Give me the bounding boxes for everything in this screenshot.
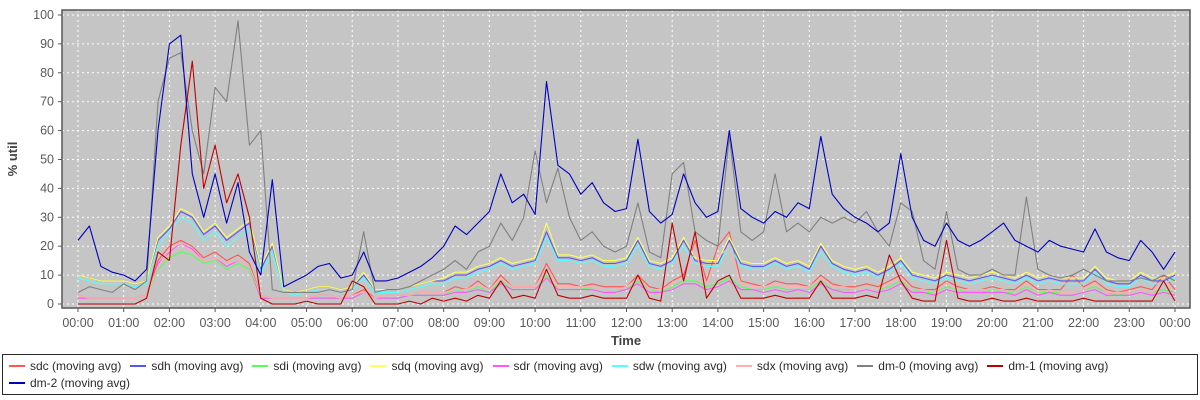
y-axis-title: % util [5,142,20,177]
x-axis-title: Time [611,333,641,348]
legend-label-dm-0: dm-0 (moving avg) [878,358,979,373]
series-line-dm-0 [77,20,1176,293]
legend-item-sdq: sdq (moving avg) [370,358,484,373]
x-tick-label: 22:00 [1068,316,1099,330]
series-line-sdh [77,210,1176,293]
legend-item-dm-0: dm-0 (moving avg) [857,359,978,373]
x-tick-label: 16:00 [794,316,825,330]
legend-item-dm-1: dm-1 (moving avg) [987,359,1108,373]
x-tick-label: 00:00 [1159,316,1190,330]
y-tick-label: 100 [33,8,54,22]
x-tick-label: 10:00 [519,316,550,330]
legend-label-sdi: sdi (moving avg) [273,358,362,373]
legend-label-sdw: sdw (moving avg) [632,358,727,373]
legend-item-dm-2: dm-2 (moving avg) [9,376,130,390]
legend-label-dm-1: dm-1 (moving avg) [1008,358,1109,373]
legend-item-sdi: sdi (moving avg) [252,359,361,373]
series-line-dm-2 [77,34,1176,288]
x-tick-label: 00:00 [62,316,93,330]
x-tick-label: 01:00 [108,316,139,330]
legend-item-sdx: sdx (moving avg) [735,358,849,373]
y-tick-label: 20 [40,239,54,253]
x-tick-label: 13:00 [657,316,688,330]
legend-swatch-sdx [735,364,752,367]
legend-swatch-sdw [611,364,628,367]
x-tick-label: 09:00 [474,316,505,330]
x-tick-label: 15:00 [748,316,779,330]
y-tick-label: 60 [40,124,54,138]
legend-swatch-sdh [130,364,147,367]
y-tick-label: 30 [40,210,54,224]
legend-swatch-sdi [252,364,269,367]
x-tick-label: 12:00 [611,316,642,330]
x-tick-label: 19:00 [931,316,962,330]
utilization-time-series-chart: 0 10 20 30 40 50 60 70 80 90 100 00:00 01:00 02:00 03:… [5,8,1191,348]
x-tick-label: 20:00 [977,316,1008,330]
x-tick-label: 23:00 [1114,316,1145,330]
legend-label-sdr: sdr (moving avg) [513,358,603,373]
legend-swatch-dm-0 [857,364,874,367]
legend-item-sdw: sdw (moving avg) [611,358,727,373]
legend-label-sdx: sdx (moving avg) [756,358,849,373]
series-line-dm-1 [78,60,1176,305]
x-tick-label: 07:00 [382,316,413,330]
x-tick-label: 17:00 [839,316,870,330]
x-tick-label: 05:00 [291,316,322,330]
legend-label-sdh: sdh (moving avg) [151,358,244,373]
y-tick-label: 10 [40,268,54,282]
legend-swatch-sdc [9,364,25,367]
legend-swatch-dm-1 [987,364,1004,367]
x-tick-label: 06:00 [337,316,368,330]
x-tick-label: 14:00 [702,316,733,330]
x-tick-label: 21:00 [1022,316,1053,330]
y-tick-label: 90 [40,37,54,51]
legend-row-1: sdc (moving avg) sdh (moving avg) sdi (mov… [9,357,1191,374]
x-tick-label: 04:00 [245,316,276,330]
series-line-sdq [77,208,1176,293]
legend-item-sdc: sdc (moving avg) [9,359,121,373]
x-tick-label: 08:00 [428,316,459,330]
legend-item-sdh: sdh (moving avg) [130,359,243,373]
y-tick-label: 0 [47,297,54,311]
y-tick-label: 50 [40,153,54,167]
chart-legend: sdc (moving avg) sdh (moving avg) sdi (mov… [2,354,1198,395]
x-tick-label: 11:00 [566,316,596,330]
legend-swatch-dm-2 [9,381,25,384]
legend-item-sdr: sdr (moving avg) [492,358,603,373]
legend-label-sdc: sdc (moving avg) [30,358,122,373]
legend-swatch-sdq [370,364,387,367]
y-tick-label: 40 [40,181,54,195]
x-tick-label: 02:00 [154,316,185,330]
y-tick-label: 80 [40,66,54,80]
x-tick-label: 18:00 [885,316,916,330]
x-tick-label: 03:00 [199,316,230,330]
y-tick-label: 70 [40,95,54,109]
legend-row-2: dm-2 (moving avg) [9,374,1191,391]
legend-label-dm-2: dm-2 (moving avg) [30,375,131,390]
legend-label-sdq: sdq (moving avg) [391,358,484,373]
legend-swatch-sdr [492,364,509,367]
